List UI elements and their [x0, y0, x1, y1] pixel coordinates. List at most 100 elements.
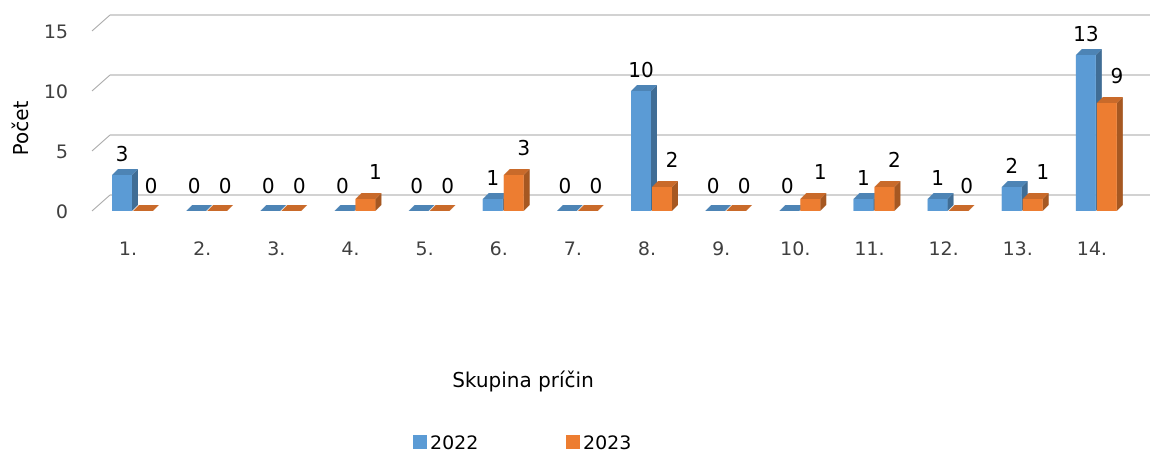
data-label-2022-13: 2: [1005, 154, 1018, 178]
y-tick-label: 5: [56, 141, 68, 163]
bar-top: [556, 205, 583, 211]
data-label-2022-7: 0: [558, 174, 571, 198]
x-tick-label: 7.: [564, 238, 582, 260]
x-tick-label: 14.: [1077, 238, 1107, 260]
data-label-2022-4: 0: [336, 174, 349, 198]
bar-top: [800, 193, 827, 199]
bar-2023-13: [1022, 193, 1049, 211]
bar-2023-9: [726, 205, 753, 211]
data-label-2022-3: 0: [262, 174, 275, 198]
x-tick-label: 10.: [780, 238, 810, 260]
bar-top: [186, 205, 213, 211]
data-label-2023-13: 1: [1036, 160, 1049, 184]
x-tick-label: 8.: [638, 238, 656, 260]
data-label-2022-8: 10: [628, 58, 653, 82]
data-label-2023-7: 0: [589, 174, 602, 198]
bar-side: [651, 85, 657, 211]
bar-top: [334, 205, 361, 211]
bar-top: [355, 193, 382, 199]
bar-2023-6: [503, 169, 530, 211]
data-label-2023-12: 0: [960, 174, 973, 198]
data-label-2022-5: 0: [410, 174, 423, 198]
x-tick-label: 12.: [928, 238, 958, 260]
bar-2022-9: [705, 205, 732, 211]
bar-top: [1001, 181, 1028, 187]
bar-2023-1: [133, 205, 159, 211]
data-label-2023-14: 9: [1110, 64, 1123, 88]
bar-top: [429, 205, 456, 211]
data-label-2023-2: 0: [219, 174, 232, 198]
bar-front: [927, 199, 948, 211]
bar-top: [927, 193, 954, 199]
bar-2022-5: [408, 205, 435, 211]
data-label-2022-2: 0: [188, 174, 201, 198]
bar-front: [800, 199, 821, 211]
bar-top: [1075, 49, 1102, 55]
bar-2022-8: [631, 85, 657, 211]
bar-2022-7: [556, 205, 583, 211]
y-axis-title: Počet: [9, 100, 33, 155]
data-label-2022-6: 1: [486, 166, 499, 190]
bar-top: [948, 205, 975, 211]
bar-2023-3: [281, 205, 308, 211]
data-label-2023-4: 1: [369, 160, 382, 184]
bar-2022-4: [334, 205, 361, 211]
gridline-depth: [91, 74, 111, 92]
bar-top: [874, 181, 901, 187]
legend-swatch: [566, 435, 580, 449]
bar-top: [853, 193, 880, 199]
x-tick-label: 2.: [193, 238, 211, 260]
bar-front: [112, 175, 132, 211]
bar-2023-10: [800, 193, 827, 211]
bar-top: [112, 169, 138, 175]
bar-2022-12: [927, 193, 954, 211]
bar-top: [779, 205, 806, 211]
legend-label: 2023: [583, 432, 631, 453]
bar-side: [894, 181, 901, 211]
data-label-2023-8: 2: [666, 148, 679, 172]
data-label-2023-10: 1: [814, 160, 827, 184]
bar-front: [1096, 103, 1117, 211]
bar-side: [672, 181, 678, 211]
data-label-2023-9: 0: [738, 174, 751, 198]
bar-2023-2: [207, 205, 234, 211]
data-label-2022-9: 0: [707, 174, 720, 198]
bar-front: [482, 199, 503, 211]
bar-top: [207, 205, 234, 211]
y-axis-ticks: 0 5 10 15: [44, 21, 68, 223]
data-label-2022-14: 13: [1073, 22, 1098, 46]
x-tick-label: 3.: [267, 238, 285, 260]
data-label-2023-5: 0: [441, 174, 454, 198]
bar-top: [503, 169, 530, 175]
x-tick-label: 4.: [341, 238, 359, 260]
y-tick-label: 0: [56, 201, 68, 223]
bar-top: [260, 205, 287, 211]
data-label-2023-1: 0: [145, 174, 158, 198]
bar-2023-14: [1096, 97, 1123, 211]
bar-side: [132, 169, 138, 211]
bar-top: [577, 205, 604, 211]
bar-2022-3: [260, 205, 287, 211]
bar-front: [1075, 55, 1096, 211]
x-tick-label: 11.: [854, 238, 884, 260]
bar-top: [408, 205, 435, 211]
bar-front: [355, 199, 376, 211]
gridline-depth: [91, 14, 111, 32]
bar-2023-8: [652, 181, 678, 211]
bar-2023-4: [355, 193, 382, 211]
bar-side: [523, 169, 530, 211]
bar-front: [652, 187, 672, 211]
x-tick-label: 6.: [490, 238, 508, 260]
data-label-2023-6: 3: [517, 136, 530, 160]
legend-item-2023: 2023: [566, 432, 631, 453]
bar-front: [503, 175, 524, 211]
bar-top: [1096, 97, 1123, 103]
bar-2023-5: [429, 205, 456, 211]
bar-top: [133, 205, 159, 211]
data-label-2022-12: 1: [931, 166, 944, 190]
x-tick-label: 13.: [1003, 238, 1033, 260]
bar-front: [1001, 187, 1022, 211]
legend-item-2022: 2022: [413, 432, 478, 453]
bar-top: [705, 205, 732, 211]
